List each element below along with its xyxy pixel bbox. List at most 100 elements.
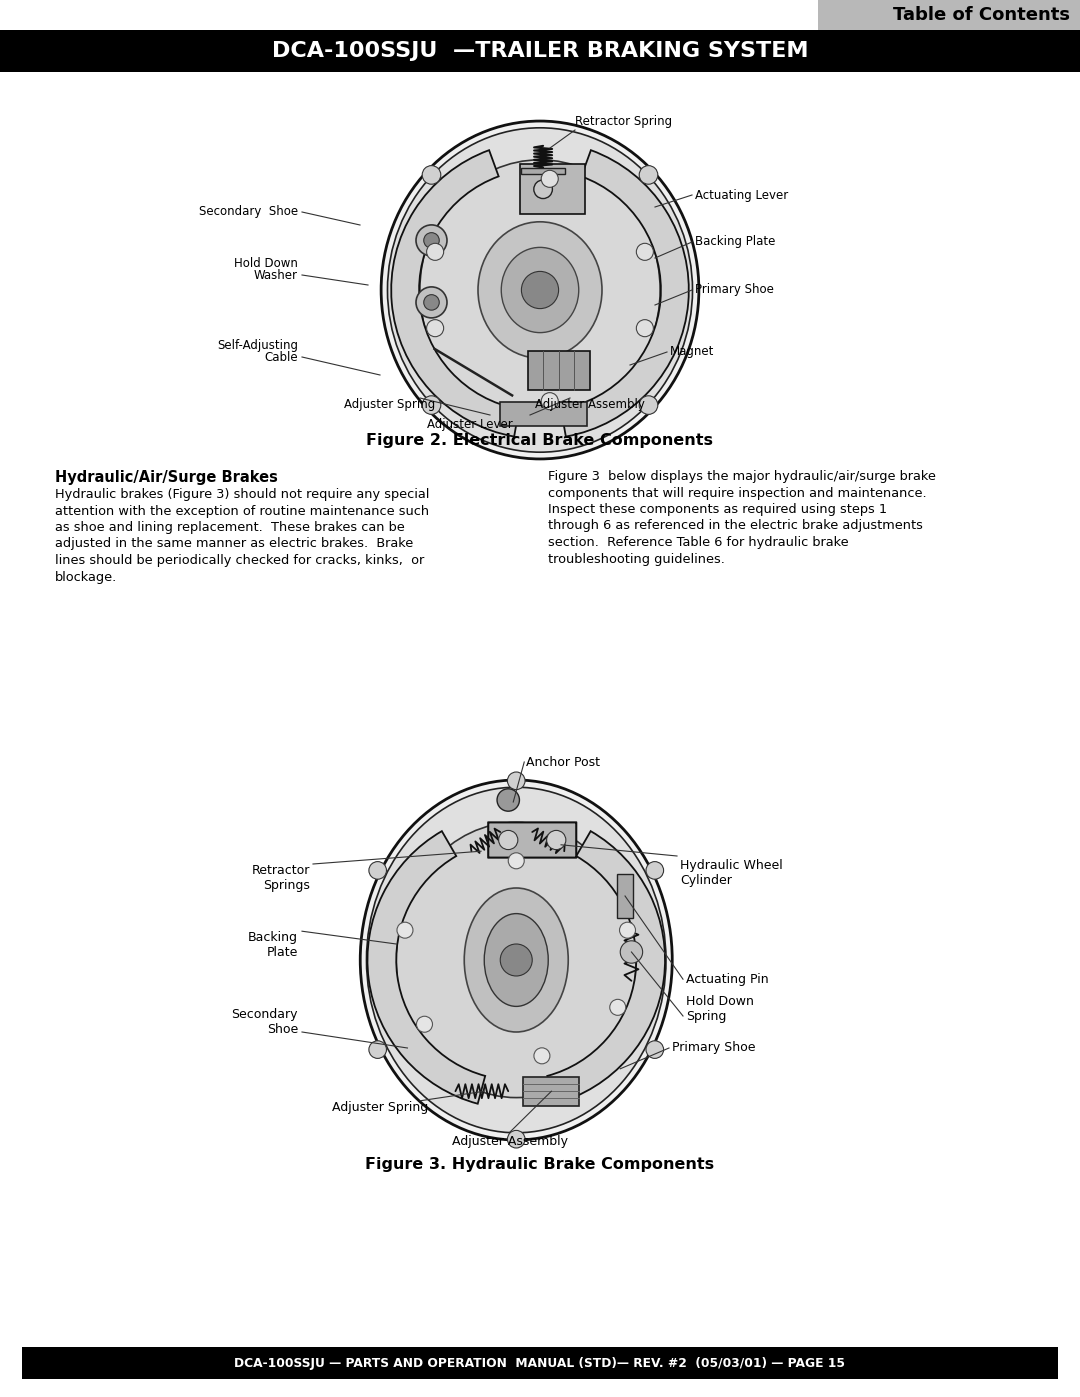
Text: Adjuster Assembly: Adjuster Assembly: [535, 398, 645, 411]
Text: Adjuster Lever: Adjuster Lever: [427, 418, 513, 432]
Circle shape: [541, 393, 558, 409]
Text: Primary Shoe: Primary Shoe: [696, 284, 774, 296]
Wedge shape: [561, 149, 689, 436]
Circle shape: [620, 922, 635, 939]
Circle shape: [499, 830, 517, 849]
Circle shape: [509, 852, 524, 869]
Circle shape: [508, 1130, 525, 1148]
Text: Cable: Cable: [265, 351, 298, 365]
Bar: [0, 29, 1080, 73]
Ellipse shape: [420, 159, 660, 420]
Circle shape: [639, 166, 658, 184]
Text: DCA-100SSJU  —TRAILER BRAKING SYSTEM: DCA-100SSJU —TRAILER BRAKING SYSTEM: [272, 41, 808, 61]
Text: Adjuster Spring: Adjuster Spring: [345, 398, 435, 411]
Text: Hold Down: Hold Down: [234, 257, 298, 270]
Circle shape: [546, 830, 566, 849]
Text: Retractor Spring: Retractor Spring: [575, 115, 672, 129]
Circle shape: [423, 233, 440, 249]
Text: Adjuster Spring: Adjuster Spring: [332, 1101, 428, 1113]
Wedge shape: [391, 149, 519, 436]
Bar: [617, 873, 633, 918]
Circle shape: [422, 395, 441, 415]
Text: troubleshooting guidelines.: troubleshooting guidelines.: [548, 552, 725, 566]
Text: Springs: Springs: [264, 879, 310, 891]
Circle shape: [497, 789, 519, 812]
Circle shape: [639, 395, 658, 415]
Circle shape: [417, 1016, 432, 1032]
Bar: [528, 351, 590, 390]
Wedge shape: [367, 831, 485, 1104]
Text: Figure 3. Hydraulic Brake Components: Figure 3. Hydraulic Brake Components: [365, 1158, 715, 1172]
Text: Hold Down: Hold Down: [686, 995, 754, 1009]
Circle shape: [416, 286, 447, 319]
Text: section.  Reference Table 6 for hydraulic brake: section. Reference Table 6 for hydraulic…: [548, 536, 849, 549]
Text: Figure 2. Electrical Brake Components: Figure 2. Electrical Brake Components: [366, 433, 714, 447]
Circle shape: [500, 944, 532, 977]
Circle shape: [397, 922, 413, 939]
Circle shape: [541, 170, 558, 187]
Text: Hydraulic brakes (Figure 3) should not require any special: Hydraulic brakes (Figure 3) should not r…: [55, 488, 430, 502]
Text: Primary Shoe: Primary Shoe: [672, 1042, 756, 1055]
Text: Retractor: Retractor: [252, 863, 310, 877]
Bar: [818, 0, 1080, 29]
Circle shape: [636, 243, 653, 260]
Circle shape: [646, 1041, 663, 1059]
Bar: [22, 1347, 1058, 1379]
Text: Spring: Spring: [686, 1010, 727, 1023]
Circle shape: [369, 1041, 387, 1059]
Circle shape: [636, 320, 653, 337]
Text: components that will require inspection and maintenance.: components that will require inspection …: [548, 486, 927, 500]
Text: Actuating Pin: Actuating Pin: [686, 972, 769, 986]
Text: Inspect these components as required using steps 1: Inspect these components as required usi…: [548, 503, 887, 515]
Text: DCA-100SSJU — PARTS AND OPERATION  MANUAL (STD)— REV. #2  (05/03/01) — PAGE 15: DCA-100SSJU — PARTS AND OPERATION MANUAL…: [234, 1356, 846, 1369]
Circle shape: [610, 999, 625, 1016]
Text: blockage.: blockage.: [55, 570, 118, 584]
Ellipse shape: [478, 222, 602, 358]
Text: Hydraulic/Air/Surge Brakes: Hydraulic/Air/Surge Brakes: [55, 469, 278, 485]
Ellipse shape: [366, 787, 666, 1133]
Text: Backing: Backing: [248, 930, 298, 944]
Text: Cylinder: Cylinder: [680, 875, 732, 887]
Text: Plate: Plate: [267, 946, 298, 958]
Bar: [524, 1077, 580, 1105]
Circle shape: [534, 1048, 550, 1065]
Circle shape: [422, 166, 441, 184]
Circle shape: [427, 320, 444, 337]
Text: Magnet: Magnet: [670, 345, 714, 359]
Circle shape: [369, 862, 387, 879]
Circle shape: [416, 225, 447, 256]
Text: Anchor Post: Anchor Post: [526, 756, 600, 768]
Bar: [519, 165, 585, 214]
Text: Figure 3  below displays the major hydraulic/air/surge brake: Figure 3 below displays the major hydrau…: [548, 469, 936, 483]
Ellipse shape: [361, 780, 672, 1140]
Circle shape: [646, 862, 663, 879]
Ellipse shape: [484, 914, 549, 1006]
Text: Hydraulic Wheel: Hydraulic Wheel: [680, 859, 783, 872]
Circle shape: [427, 243, 444, 260]
Bar: [522, 168, 565, 173]
Ellipse shape: [464, 888, 568, 1032]
Text: Actuating Lever: Actuating Lever: [696, 189, 788, 201]
Ellipse shape: [501, 247, 579, 332]
Text: attention with the exception of routine maintenance such: attention with the exception of routine …: [55, 504, 429, 517]
Circle shape: [522, 271, 558, 309]
Text: Shoe: Shoe: [267, 1023, 298, 1035]
Text: lines should be periodically checked for cracks, kinks,  or: lines should be periodically checked for…: [55, 555, 424, 567]
Ellipse shape: [388, 127, 692, 453]
Text: Backing Plate: Backing Plate: [696, 236, 775, 249]
Circle shape: [534, 180, 552, 198]
Text: through 6 as referenced in the electric brake adjustments: through 6 as referenced in the electric …: [548, 520, 923, 532]
Circle shape: [620, 940, 643, 963]
Text: Adjuster Assembly: Adjuster Assembly: [453, 1134, 568, 1148]
Circle shape: [423, 295, 440, 310]
Text: as shoe and lining replacement.  These brakes can be: as shoe and lining replacement. These br…: [55, 521, 405, 534]
Wedge shape: [548, 831, 665, 1104]
Text: adjusted in the same manner as electric brakes.  Brake: adjusted in the same manner as electric …: [55, 538, 414, 550]
Text: Secondary  Shoe: Secondary Shoe: [199, 205, 298, 218]
FancyBboxPatch shape: [488, 823, 577, 858]
Text: Self-Adjusting: Self-Adjusting: [217, 339, 298, 352]
Bar: [500, 401, 586, 426]
Circle shape: [508, 773, 525, 789]
Text: Table of Contents: Table of Contents: [893, 6, 1070, 24]
Text: Washer: Washer: [254, 270, 298, 282]
